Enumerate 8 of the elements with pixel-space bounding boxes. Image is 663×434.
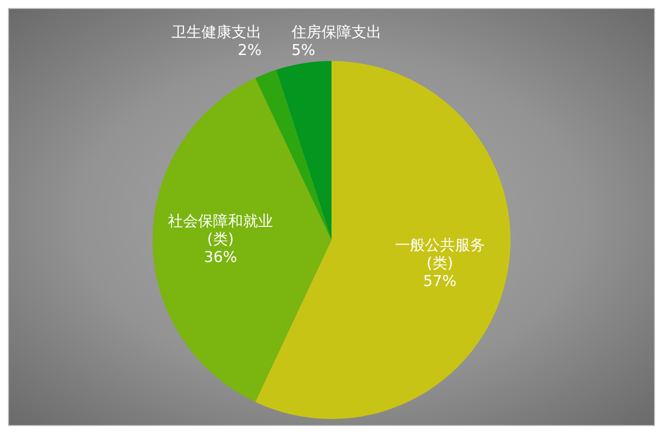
slice-label: 住房保障支出: [290, 22, 382, 41]
slice-label: 社会保障和就业 (类): [168, 212, 274, 248]
slice-label: 一般公共服务 (类): [394, 236, 485, 272]
slice-label: 卫生健康支出: [172, 22, 262, 41]
data-label: 57%: [423, 272, 456, 290]
data-label: 2%: [238, 40, 262, 59]
data-label: 5%: [292, 40, 316, 59]
data-label: 36%: [204, 248, 238, 266]
